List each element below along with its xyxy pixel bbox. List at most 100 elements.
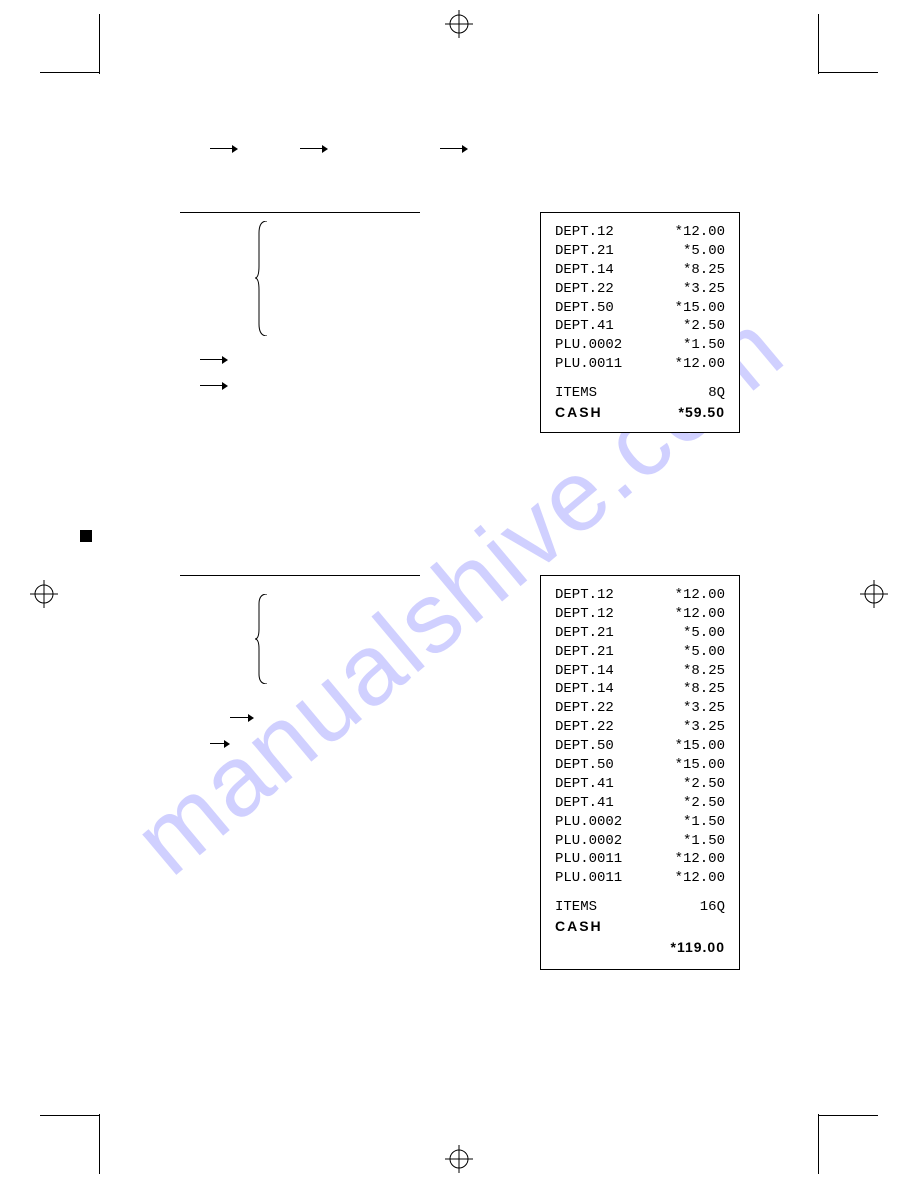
- receipt-amount: *12.00: [675, 869, 725, 888]
- receipt-amount: *15.00: [675, 737, 725, 756]
- crop-mark: [818, 1114, 819, 1174]
- receipt-amount: *15.00: [675, 299, 725, 318]
- receipt-dept: PLU.0002: [555, 336, 625, 355]
- receipt-amount: *3.25: [683, 280, 725, 299]
- receipt-dept: PLU.0011: [555, 850, 625, 869]
- cash-value: *59.50: [679, 403, 725, 422]
- receipt-amount: *15.00: [675, 756, 725, 775]
- registration-mark: [445, 1145, 473, 1178]
- crop-mark: [99, 14, 100, 74]
- receipt-dept: DEPT.41: [555, 794, 625, 813]
- receipt-line: DEPT.22 *3.25: [555, 280, 725, 299]
- cash-label: CASH: [555, 918, 603, 934]
- example-section-2: DEPT.12*12.00DEPT.12*12.00DEPT.21*5.00DE…: [180, 575, 740, 753]
- crop-mark: [99, 1114, 100, 1174]
- receipt-amount: *2.50: [683, 794, 725, 813]
- receipt-dept: DEPT.21: [555, 242, 625, 261]
- receipt-dept: DEPT.14: [555, 261, 625, 280]
- receipt-printout-1: DEPT.12*12.00DEPT.21*5.00DEPT.14*8.25DEP…: [540, 212, 740, 433]
- receipt-line: DEPT.21 *5.00: [555, 624, 725, 643]
- registration-mark: [445, 10, 473, 43]
- example-section-1: DEPT.12*12.00DEPT.21*5.00DEPT.14*8.25DEP…: [180, 212, 740, 395]
- receipt-line: DEPT.50 *15.00: [555, 756, 725, 775]
- receipt-total-value-row: *119.00: [555, 938, 725, 959]
- receipt-amount: *12.00: [675, 605, 725, 624]
- receipt-line: DEPT.14 *8.25: [555, 662, 725, 681]
- arrow-icon: [440, 140, 468, 158]
- receipt-amount: *2.50: [683, 775, 725, 794]
- receipt-amount: *1.50: [683, 336, 725, 355]
- receipt-amount: *12.00: [675, 850, 725, 869]
- items-label: ITEMS: [555, 384, 625, 403]
- receipt-total-row: CASH *59.50: [555, 403, 725, 422]
- crop-mark: [40, 1115, 100, 1116]
- receipt-amount: *1.50: [683, 832, 725, 851]
- receipt-line: DEPT.21 *5.00: [555, 242, 725, 261]
- receipt-dept: PLU.0011: [555, 355, 625, 374]
- receipt-dept: DEPT.21: [555, 624, 625, 643]
- bullet-square-icon: [80, 530, 92, 542]
- receipt-dept: DEPT.22: [555, 718, 625, 737]
- receipt-dept: DEPT.41: [555, 317, 625, 336]
- receipt-amount: *3.25: [683, 699, 725, 718]
- arrow-icon: [210, 140, 238, 158]
- receipt-dept: DEPT.21: [555, 643, 625, 662]
- cash-label: CASH: [555, 403, 625, 422]
- crop-mark: [40, 72, 100, 73]
- cash-value: *119.00: [671, 939, 726, 955]
- receipt-line: DEPT.50 *15.00: [555, 299, 725, 318]
- receipt-dept: DEPT.50: [555, 737, 625, 756]
- arrow-icon: [300, 140, 328, 158]
- receipt-dept: DEPT.14: [555, 662, 625, 681]
- brace-icon: [255, 221, 271, 336]
- divider: [180, 212, 420, 213]
- receipt-amount: *8.25: [683, 261, 725, 280]
- receipt-line: DEPT.22 *3.25: [555, 699, 725, 718]
- items-label: ITEMS: [555, 898, 625, 917]
- receipt-dept: PLU.0011: [555, 869, 625, 888]
- receipt-line: PLU.0011 *12.00: [555, 869, 725, 888]
- receipt-dept: DEPT.14: [555, 680, 625, 699]
- receipt-amount: *12.00: [675, 355, 725, 374]
- receipt-dept: DEPT.12: [555, 586, 625, 605]
- brace-icon: [255, 594, 271, 684]
- receipt-amount: *5.00: [683, 242, 725, 261]
- receipt-amount: *8.25: [683, 680, 725, 699]
- receipt-amount: *12.00: [675, 586, 725, 605]
- receipt-amount: *5.00: [683, 624, 725, 643]
- receipt-amount: *12.00: [675, 223, 725, 242]
- receipt-dept: DEPT.50: [555, 756, 625, 775]
- receipt-line: DEPT.21 *5.00: [555, 643, 725, 662]
- receipt-items-row: ITEMS 16Q: [555, 898, 725, 917]
- receipt-amount: *1.50: [683, 813, 725, 832]
- receipt-line: DEPT.22 *3.25: [555, 718, 725, 737]
- receipt-dept: PLU.0002: [555, 813, 625, 832]
- receipt-line: DEPT.50 *15.00: [555, 737, 725, 756]
- receipt-dept: DEPT.22: [555, 699, 625, 718]
- crop-mark: [818, 72, 878, 73]
- receipt-dept: DEPT.41: [555, 775, 625, 794]
- receipt-dept: DEPT.50: [555, 299, 625, 318]
- receipt-dept: DEPT.12: [555, 605, 625, 624]
- items-qty: 16Q: [700, 898, 725, 917]
- receipt-amount: *5.00: [683, 643, 725, 662]
- receipt-line: DEPT.41 *2.50: [555, 794, 725, 813]
- receipt-line: DEPT.14 *8.25: [555, 261, 725, 280]
- receipt-line: DEPT.41*2.50: [555, 317, 725, 336]
- receipt-amount: *8.25: [683, 662, 725, 681]
- items-qty: 8Q: [708, 384, 725, 403]
- receipt-line: PLU.0011 *12.00: [555, 850, 725, 869]
- receipt-line: DEPT.14 *8.25: [555, 680, 725, 699]
- receipt-dept: DEPT.22: [555, 280, 625, 299]
- receipt-line: DEPT.12 *12.00: [555, 586, 725, 605]
- registration-mark: [30, 580, 58, 613]
- receipt-line: PLU.0002*1.50: [555, 832, 725, 851]
- receipt-line: PLU.0002 *1.50: [555, 813, 725, 832]
- receipt-line: PLU.0002 *1.50: [555, 336, 725, 355]
- divider: [180, 575, 420, 576]
- receipt-line: DEPT.12*12.00: [555, 223, 725, 242]
- receipt-line: PLU.0011 *12.00: [555, 355, 725, 374]
- receipt-amount: *3.25: [683, 718, 725, 737]
- page-content: DEPT.12*12.00DEPT.21*5.00DEPT.14*8.25DEP…: [180, 140, 740, 761]
- receipt-items-row: ITEMS 8Q: [555, 384, 725, 403]
